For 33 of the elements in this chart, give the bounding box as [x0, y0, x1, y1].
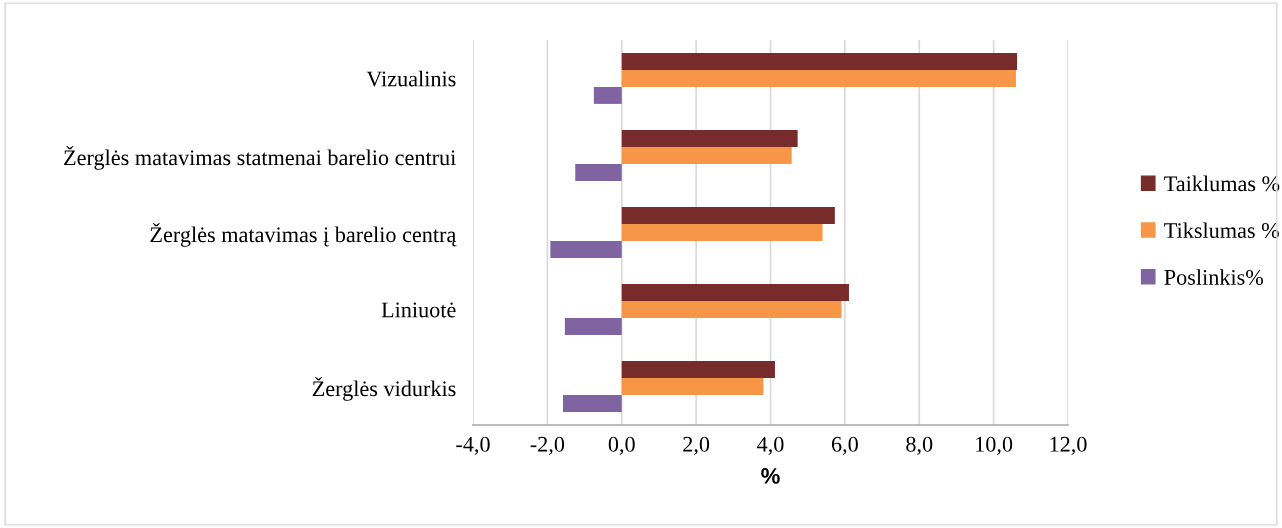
legend-label: Poslinkis%: [1164, 269, 1264, 285]
bar: [621, 301, 842, 318]
y-tick-label: Liniuotė: [381, 302, 456, 318]
bar: [621, 224, 823, 241]
bar: [621, 378, 764, 395]
bar: [564, 317, 622, 335]
bar: [550, 240, 622, 258]
bar: [575, 163, 622, 181]
y-tick-label: Vizualinis: [366, 70, 456, 87]
x-tick-label: -2,0: [530, 436, 565, 455]
bar: [593, 86, 622, 104]
x-tick-label: 8,0: [906, 436, 933, 455]
x-tick-label: 0,0: [608, 436, 635, 455]
x-tick-label: 6,0: [831, 436, 858, 455]
bar: [621, 147, 792, 164]
legend-label: Tikslumas %: [1164, 222, 1279, 239]
bar: [621, 70, 1016, 87]
x-tick-label: 4,0: [757, 436, 784, 455]
bar: [621, 207, 835, 225]
y-tick-label: Žerglės vidurkis: [312, 376, 456, 401]
x-axis-title: %: [761, 468, 780, 484]
bar: [621, 361, 775, 379]
bar: [621, 53, 1018, 71]
x-tick-label: -4,0: [456, 436, 490, 455]
y-tick-label: Žerglės matavimas į barelio centrą: [150, 222, 457, 247]
bar: [562, 394, 622, 412]
bar: [621, 284, 849, 302]
x-tick-label: 2,0: [683, 436, 710, 455]
legend-label: Taiklumas %: [1164, 175, 1280, 192]
bar: [621, 130, 798, 148]
x-tick-label: 12,0: [1050, 436, 1087, 455]
y-tick-label: Žerglės matavimas statmenai barelio centrui: [64, 145, 456, 170]
x-tick-label: 10,0: [976, 436, 1013, 455]
